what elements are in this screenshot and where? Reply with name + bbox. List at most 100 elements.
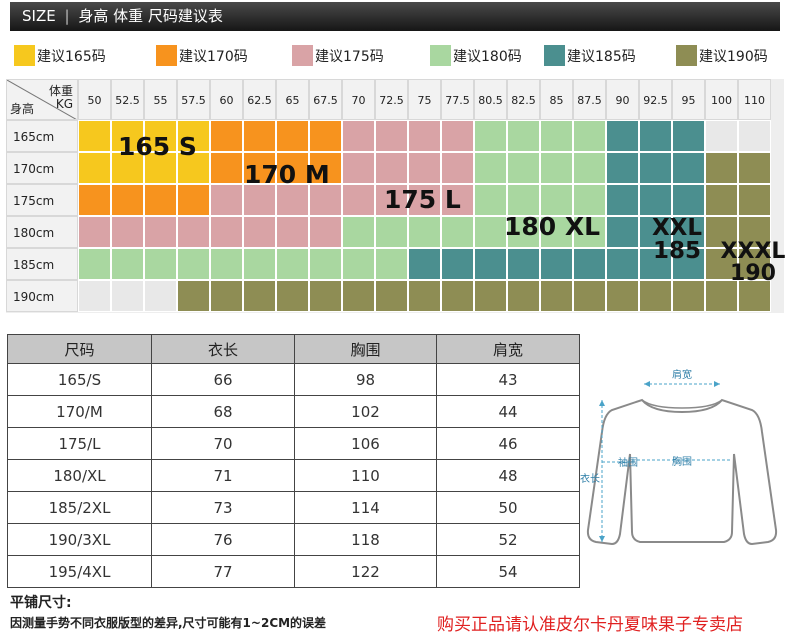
grid-cell [210,280,243,312]
size-recommendation-grid: 体重 KG 身高 50 52.5 55 57.5 60 62.5 65 67.5 70 72.5 7… [6,79,785,313]
grid-cell [276,120,309,152]
grid-cell [210,184,243,216]
grid-cell [309,152,342,184]
grid-cell [474,216,507,248]
grid-cell [243,120,276,152]
shop-notice: 购买正品请认准皮尔卡丹夏味果子专卖店 [437,615,743,635]
grid-cell [441,120,474,152]
grid-cell [144,184,177,216]
grid-cell [210,120,243,152]
cell-chest: 106 [294,427,437,460]
legend-label: 建议175码 [315,49,384,65]
grid-cell [111,152,144,184]
grid-cell [210,152,243,184]
cell-shoulder: 50 [436,491,580,524]
grid-cell [573,248,606,280]
size-zone-label: 180 XL [504,212,601,241]
corner-weight-unit: KG [55,97,73,111]
weight-header: 90 [606,79,639,120]
grid-cell [177,216,210,248]
grid-cell [309,120,342,152]
grid-cell [375,248,408,280]
table-row: 175/L 70 106 46 [7,427,580,460]
chart-title: 身高 体重 尺码建议表 [78,7,223,25]
weight-header: 72.5 [375,79,408,120]
size-zone-label: XXXL 190 [720,239,786,286]
grid-cell [573,120,606,152]
legend-swatch [430,45,451,66]
legend-label: 建议190码 [699,49,768,65]
grid-cell [606,248,639,280]
table-row: 180/XL 71 110 48 [7,459,580,492]
grid-cell [375,184,408,216]
grid-cell [639,120,672,152]
header-shoulder: 肩宽 [436,334,580,364]
grid-cell [672,248,705,280]
grid-cell [705,152,738,184]
grid-cell [78,248,111,280]
grid-cell [507,248,540,280]
grid-cell [705,184,738,216]
height-label: 190cm [6,280,78,312]
grid-cell [540,216,573,248]
weight-header: 85 [540,79,573,120]
weight-header: 52.5 [111,79,144,120]
cell-length: 70 [151,427,295,460]
grid-cell [639,216,672,248]
grid-cell [738,184,771,216]
height-label: 170cm [6,152,78,184]
cell-shoulder: 43 [436,363,580,396]
grid-cell [144,152,177,184]
cell-shoulder: 52 [436,523,580,556]
grid-cell [474,248,507,280]
garment-diagram: 肩宽 胸围 袖围 衣长 [580,362,785,562]
grid-cell [474,184,507,216]
measurement-table: 尺码 衣长 胸围 肩宽 165/S 66 98 43 170/M 68 102 44 175/L… [7,334,580,588]
grid-cell [540,184,573,216]
table-row: 195/4XL 77 122 54 [7,555,580,588]
weight-header: 87.5 [573,79,606,120]
height-label: 185cm [6,248,78,280]
cell-size: 170/M [7,395,152,428]
legend-label: 建议170码 [179,49,248,65]
cell-chest: 114 [294,491,437,524]
grid-cell [342,216,375,248]
grid-cell [672,280,705,312]
grid-cell [144,120,177,152]
grid-cell [111,216,144,248]
grid-cell [507,120,540,152]
legend-swatch [544,45,565,66]
weight-header: 100 [705,79,738,120]
grid-cell [177,280,210,312]
cell-size: 165/S [7,363,152,396]
grid-cell [243,216,276,248]
cell-shoulder: 46 [436,427,580,460]
grid-cell [507,280,540,312]
cell-chest: 122 [294,555,437,588]
grid-cell [474,120,507,152]
grid-cell [243,248,276,280]
grid-cell [309,280,342,312]
header-chest: 胸围 [294,334,437,364]
weight-header: 95 [672,79,705,120]
grid-cell [738,248,771,280]
cell-length: 73 [151,491,295,524]
grid-cell [375,280,408,312]
grid-cell [276,216,309,248]
footer-note: 因测量手势不同衣服版型的差异,尺寸可能有1~2CM的误差 [10,616,327,630]
cell-length: 71 [151,459,295,492]
table-row: 185/2XL 73 114 50 [7,491,580,524]
grid-cell [738,280,771,312]
grid-cell [639,152,672,184]
diagram-shoulder-label: 肩宽 [672,368,692,381]
grid-cell [342,184,375,216]
grid-cell [243,152,276,184]
grid-cell [474,152,507,184]
grid-cell [672,120,705,152]
cell-chest: 110 [294,459,437,492]
grid-cell [210,216,243,248]
cell-size: 180/XL [7,459,152,492]
grid-cell [441,152,474,184]
grid-cell [408,120,441,152]
grid-cell [276,184,309,216]
